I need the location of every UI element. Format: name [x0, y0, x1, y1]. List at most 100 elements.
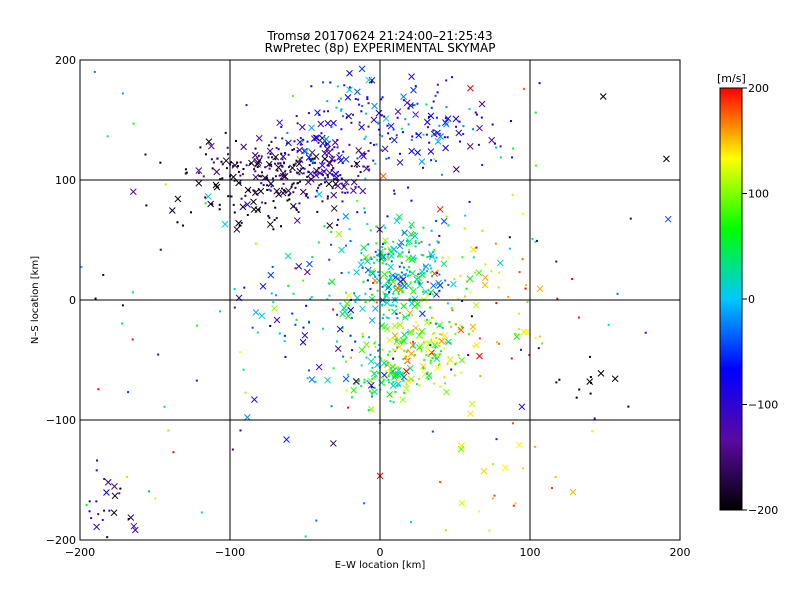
data-point-dot — [431, 430, 434, 433]
data-point-dot — [406, 269, 409, 272]
data-point-dot — [358, 103, 361, 106]
data-point-dot — [239, 161, 242, 164]
data-point-dot — [388, 270, 391, 273]
data-point-dot — [356, 157, 359, 160]
data-point-cross — [239, 203, 247, 211]
data-point-dot — [286, 142, 289, 145]
data-point-dot — [481, 164, 484, 167]
data-point-dot — [95, 500, 98, 503]
data-point-dot — [270, 185, 273, 188]
data-point-cross — [467, 410, 474, 418]
data-point-dot — [411, 286, 414, 289]
data-point-dot — [321, 200, 324, 203]
data-point-cross — [390, 136, 398, 144]
data-point-dot — [407, 314, 410, 317]
data-point-cross — [285, 187, 292, 195]
data-point-dot — [195, 379, 198, 382]
data-point-dot — [361, 267, 364, 270]
data-point-dot — [386, 256, 389, 259]
data-point-dot — [268, 164, 271, 167]
data-point-cross — [367, 381, 375, 389]
data-point-dot — [363, 152, 366, 155]
data-point-cross — [230, 173, 237, 181]
data-point-dot — [426, 372, 429, 375]
data-point-dot — [264, 202, 267, 205]
data-point-dot — [381, 348, 384, 351]
data-point-cross — [326, 222, 334, 229]
data-point-dot — [440, 333, 443, 336]
data-point-dot — [354, 97, 357, 100]
data-point-cross — [663, 155, 670, 163]
data-point-dot — [472, 344, 475, 347]
data-point-cross — [476, 352, 483, 360]
data-point-dot — [319, 145, 322, 148]
data-point-dot — [388, 279, 391, 282]
data-point-dot — [423, 340, 426, 343]
data-point-cross — [251, 151, 259, 159]
data-point-dot — [381, 317, 384, 320]
data-point-dot — [402, 358, 405, 361]
data-point-dot — [94, 297, 97, 300]
data-point-dot — [367, 243, 370, 246]
data-point-dot — [434, 354, 437, 357]
data-point-dot — [469, 291, 472, 294]
data-point-dot — [385, 364, 388, 367]
data-point-dot — [340, 182, 343, 185]
data-point-dot — [399, 255, 402, 258]
data-point-dot — [593, 417, 596, 420]
data-point-dot — [240, 221, 243, 224]
data-point-dot — [80, 265, 83, 268]
data-point-cross — [389, 382, 397, 389]
data-point-dot — [366, 98, 369, 101]
data-point-dot — [488, 529, 491, 532]
data-point-dot — [219, 178, 222, 181]
data-point-dot — [277, 148, 280, 151]
data-point-dot — [339, 174, 342, 177]
data-point-cross — [407, 328, 414, 336]
data-point-dot — [288, 193, 291, 196]
data-point-dot — [421, 336, 424, 339]
data-point-cross — [383, 361, 391, 369]
data-point-dot — [398, 284, 401, 287]
data-point-cross — [368, 267, 376, 275]
data-point-dot — [302, 326, 305, 329]
data-point-cross — [319, 140, 327, 147]
data-point-dot — [360, 110, 363, 113]
data-point-dot — [363, 211, 366, 214]
x-tick-label: 0 — [377, 546, 384, 559]
data-point-dot — [323, 181, 326, 184]
data-point-dot — [400, 127, 403, 130]
y-tick-label: 200 — [55, 54, 76, 67]
data-point-dot — [413, 354, 416, 357]
data-point-dot — [575, 396, 578, 399]
data-point-dot — [317, 141, 320, 144]
data-point-dot — [313, 157, 316, 160]
data-point-dot — [418, 377, 421, 380]
data-point-cross — [386, 336, 393, 344]
data-point-dot — [412, 260, 415, 263]
data-point-dot — [454, 332, 457, 335]
data-point-dot — [444, 117, 447, 120]
data-point-dot — [256, 166, 259, 169]
data-point-dot — [438, 362, 441, 365]
data-point-dot — [230, 161, 233, 164]
data-point-dot — [514, 502, 517, 505]
data-point-dot — [287, 166, 290, 169]
data-point-cross — [410, 86, 417, 94]
data-point-dot — [262, 184, 265, 187]
data-point-dot — [498, 271, 501, 274]
data-point-cross — [279, 172, 287, 180]
data-point-dot — [438, 234, 441, 237]
data-point-cross — [295, 262, 303, 270]
data-point-dot — [409, 226, 412, 229]
data-point-dot — [381, 285, 384, 288]
data-point-cross — [569, 488, 577, 496]
data-point-dot — [200, 511, 203, 514]
data-point-dot — [85, 503, 88, 506]
data-point-dot — [397, 255, 400, 258]
data-point-dot — [341, 162, 344, 165]
data-point-dot — [519, 348, 522, 351]
data-point-dot — [495, 438, 498, 441]
data-point-dot — [302, 172, 305, 175]
data-point-cross — [284, 252, 292, 260]
